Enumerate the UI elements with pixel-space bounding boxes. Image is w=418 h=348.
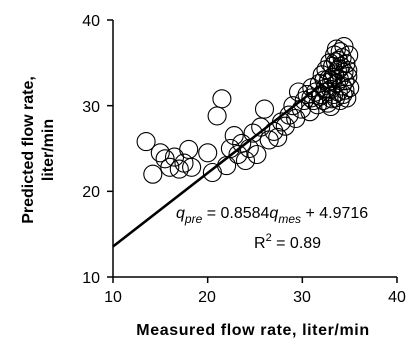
data-point bbox=[338, 60, 358, 81]
y-tick-label-30: 30 bbox=[82, 99, 100, 116]
r-squared: R2 = 0.89 bbox=[254, 232, 321, 252]
y-tick-label-10: 10 bbox=[82, 270, 100, 287]
eq-sub-pre: pre bbox=[184, 212, 203, 226]
data-point bbox=[268, 127, 288, 147]
data-point bbox=[182, 157, 202, 177]
data-point bbox=[283, 96, 303, 116]
data-point bbox=[235, 150, 256, 171]
eq-slope: = 0.8584 bbox=[202, 205, 269, 222]
regression-equation: qpre = 0.8584qmes + 4.9716 bbox=[176, 205, 368, 226]
data-point bbox=[275, 116, 295, 136]
data-point bbox=[322, 89, 342, 109]
data-point bbox=[136, 132, 156, 152]
x-tick-label-10: 10 bbox=[104, 289, 122, 306]
y-axis-title-line1: Predicted flow rate, bbox=[20, 76, 37, 224]
data-points bbox=[136, 37, 360, 184]
eq-sub-mes: mes bbox=[278, 212, 301, 226]
data-point bbox=[143, 164, 163, 184]
y-axis-title: Predicted flow rate, liter/min bbox=[20, 76, 57, 224]
data-point bbox=[202, 162, 222, 183]
data-point bbox=[314, 70, 334, 90]
data-point bbox=[313, 90, 333, 111]
data-point bbox=[333, 84, 353, 105]
data-point bbox=[160, 157, 180, 177]
y-tick-label-40: 40 bbox=[82, 13, 100, 30]
x-axis-title: Measured flow rate, liter/min bbox=[136, 322, 369, 339]
data-point bbox=[301, 88, 321, 108]
data-point bbox=[243, 123, 263, 143]
data-point bbox=[337, 88, 357, 108]
x-tick-label-30: 30 bbox=[293, 289, 311, 306]
data-point bbox=[335, 80, 355, 100]
r2-prefix: R bbox=[254, 235, 266, 252]
data-point bbox=[212, 89, 232, 109]
data-point bbox=[228, 144, 248, 165]
data-point bbox=[310, 86, 330, 106]
regression-line bbox=[112, 83, 323, 248]
y-tick-label-20: 20 bbox=[82, 184, 100, 201]
data-point bbox=[247, 144, 267, 165]
eq-q-pre: q bbox=[176, 205, 185, 222]
y-axis-title-line2: liter/min bbox=[40, 119, 57, 181]
x-tick-label-40: 40 bbox=[388, 289, 406, 306]
data-point bbox=[340, 78, 360, 98]
data-point bbox=[254, 99, 275, 119]
data-point bbox=[224, 126, 244, 146]
x-tick-label-20: 20 bbox=[198, 289, 216, 306]
data-point bbox=[150, 143, 170, 163]
data-point bbox=[207, 106, 227, 126]
axis-ticks bbox=[107, 19, 398, 283]
eq-q-mes: q bbox=[269, 205, 278, 222]
data-point bbox=[336, 54, 356, 74]
data-point bbox=[300, 102, 320, 122]
data-point bbox=[198, 143, 218, 163]
data-point bbox=[339, 45, 359, 65]
r2-exponent: 2 bbox=[266, 232, 272, 244]
data-point bbox=[335, 71, 355, 91]
r2-value: = 0.89 bbox=[272, 235, 321, 252]
data-point bbox=[169, 159, 189, 179]
eq-intercept: + 4.9716 bbox=[301, 205, 368, 222]
data-point bbox=[307, 95, 328, 115]
